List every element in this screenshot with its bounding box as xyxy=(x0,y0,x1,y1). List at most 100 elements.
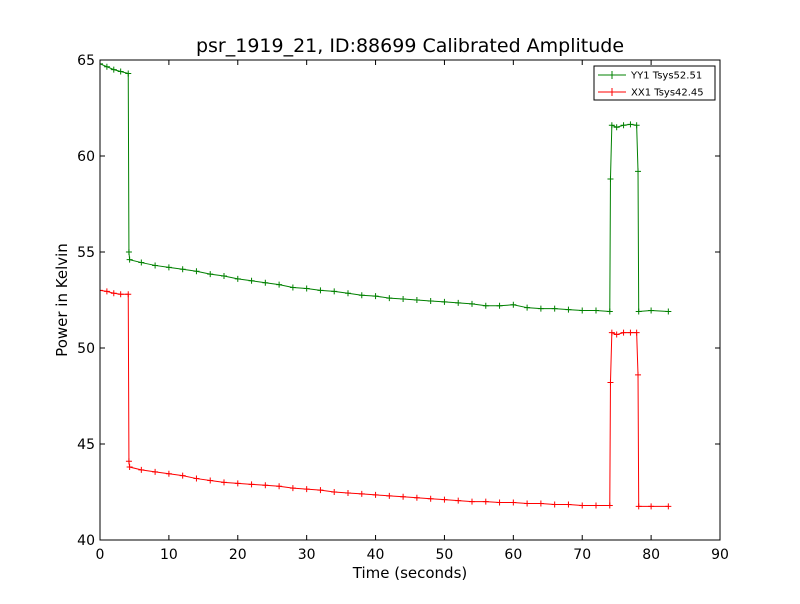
data-point xyxy=(117,291,124,298)
data-point xyxy=(608,122,615,129)
data-point xyxy=(524,500,531,507)
y-tick-label: 50 xyxy=(77,341,95,357)
y-tick-label: 40 xyxy=(77,533,95,549)
data-point xyxy=(613,331,620,338)
data-point xyxy=(441,298,448,305)
data-point xyxy=(193,475,200,482)
data-point xyxy=(345,290,351,297)
series-line xyxy=(100,63,669,313)
data-point xyxy=(126,256,133,263)
x-tick-label: 10 xyxy=(160,547,178,563)
y-tick-label: 65 xyxy=(77,53,95,69)
data-point xyxy=(234,275,241,282)
data-point xyxy=(207,477,214,484)
y-tick-label: 45 xyxy=(77,437,95,453)
x-axis-label: Time (seconds) xyxy=(352,564,468,582)
x-tick-labels: 0 10 20 30 40 50 60 70 80 90 xyxy=(96,547,729,563)
data-point xyxy=(565,306,572,313)
data-point xyxy=(331,288,338,295)
data-point xyxy=(607,379,614,386)
data-point xyxy=(152,468,159,475)
data-point xyxy=(400,493,407,500)
data-point xyxy=(665,503,672,510)
data-point xyxy=(345,489,351,496)
data-point xyxy=(303,285,310,292)
data-point xyxy=(537,500,544,507)
data-point xyxy=(606,308,613,315)
y-tick-label: 55 xyxy=(77,245,95,261)
data-point xyxy=(635,503,642,510)
legend-marker xyxy=(608,88,616,96)
data-point xyxy=(165,470,172,477)
data-point xyxy=(152,262,159,269)
x-tick-label: 90 xyxy=(711,547,729,563)
data-point xyxy=(635,168,642,175)
data-point xyxy=(613,124,620,131)
data-point xyxy=(179,266,186,273)
data-point xyxy=(372,293,379,300)
data-point xyxy=(620,329,627,336)
x-tick-label: 80 xyxy=(642,547,660,563)
data-point xyxy=(289,284,296,291)
data-point xyxy=(633,329,640,336)
data-point xyxy=(524,304,531,311)
data-point xyxy=(510,301,517,308)
data-point xyxy=(262,279,269,286)
data-point xyxy=(482,498,489,505)
data-point xyxy=(635,371,642,378)
data-point xyxy=(455,497,462,504)
data-point xyxy=(100,60,103,67)
series-line xyxy=(100,289,669,507)
data-point xyxy=(358,490,365,497)
data-point xyxy=(413,494,420,501)
data-point xyxy=(317,487,324,494)
data-point xyxy=(386,492,393,499)
legend-box xyxy=(593,65,716,101)
data-point xyxy=(125,249,132,255)
legend-marker xyxy=(608,71,616,79)
data-point xyxy=(633,122,640,129)
data-point xyxy=(221,273,227,279)
data-point xyxy=(110,290,117,297)
legend: YY1 Tsys52.51 XX1 Tsys42.45 xyxy=(593,65,716,101)
data-point xyxy=(248,277,255,284)
data-point xyxy=(551,501,558,508)
data-point xyxy=(455,299,462,306)
data-point xyxy=(608,329,615,336)
legend-label: XX1 Tsys42.45 xyxy=(631,88,704,99)
data-point xyxy=(331,489,338,495)
data-point xyxy=(441,496,448,503)
data-point xyxy=(400,296,407,303)
x-tick-label: 0 xyxy=(96,547,105,563)
plot-area xyxy=(99,59,721,541)
data-point xyxy=(593,502,599,509)
data-point xyxy=(496,499,503,506)
plot-border xyxy=(99,59,721,541)
data-point xyxy=(234,480,241,487)
data-point xyxy=(193,268,200,275)
legend-label: YY1 Tsys52.51 xyxy=(630,71,702,82)
series-1 xyxy=(100,287,672,510)
data-point xyxy=(125,458,132,465)
data-point xyxy=(510,499,517,506)
data-point xyxy=(125,291,132,298)
data-point xyxy=(179,472,186,479)
data-point xyxy=(248,481,255,488)
data-point xyxy=(126,464,133,471)
data-point xyxy=(606,502,613,509)
data-point xyxy=(635,308,642,315)
data-point xyxy=(469,300,475,307)
data-point xyxy=(103,63,110,70)
chart-title: psr_1919_21, ID:88699 Calibrated Amplitu… xyxy=(196,35,624,57)
data-point xyxy=(665,308,672,315)
data-point xyxy=(648,307,655,314)
x-tick-label: 40 xyxy=(367,547,385,563)
x-tick-label: 70 xyxy=(573,547,591,563)
data-point xyxy=(482,302,489,309)
data-point xyxy=(496,302,503,309)
x-tick-label: 20 xyxy=(229,547,247,563)
data-point xyxy=(138,466,145,473)
data-point xyxy=(110,66,117,73)
y-tick-labels: 40 45 50 55 60 65 xyxy=(77,53,95,549)
